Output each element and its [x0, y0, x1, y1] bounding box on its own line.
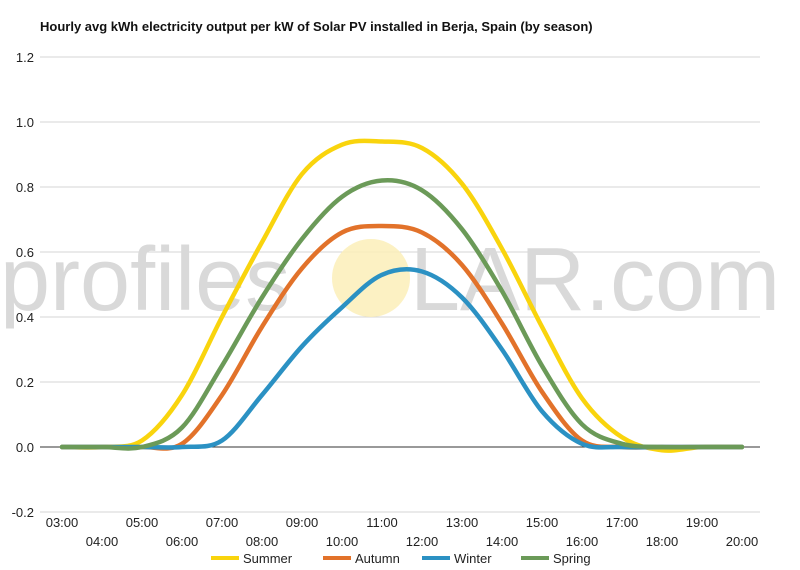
x-tick-label: 17:00 — [606, 515, 639, 530]
y-tick-label: 0.2 — [16, 375, 34, 390]
series-layer — [59, 138, 745, 453]
x-tick-label: 09:00 — [286, 515, 319, 530]
x-tick-label: 06:00 — [166, 534, 199, 549]
legend-label-winter: Winter — [454, 551, 492, 566]
x-tick-label: 11:00 — [366, 515, 398, 530]
legend-label-spring: Spring — [553, 551, 591, 566]
watermark-text-left: profiles — [0, 230, 290, 330]
x-tick-label: 10:00 — [326, 534, 359, 549]
y-tick-label: -0.2 — [12, 505, 34, 520]
legend-label-autumn: Autumn — [355, 551, 400, 566]
x-tick-label: 18:00 — [646, 534, 679, 549]
x-tick-label: 16:00 — [566, 534, 599, 549]
series-line-summer — [59, 138, 745, 453]
chart-title: Hourly avg kWh electricity output per kW… — [40, 19, 593, 34]
legend: Summer Autumn Winter Spring — [211, 551, 591, 566]
x-tick-label: 12:00 — [406, 534, 439, 549]
x-tick-label: 20:00 — [726, 534, 759, 549]
watermark: profiles LAR.com — [0, 230, 780, 330]
y-tick-label: 0.8 — [16, 180, 34, 195]
legend-label-summer: Summer — [243, 551, 293, 566]
x-tick-label: 15:00 — [526, 515, 559, 530]
series-line-spring — [59, 178, 745, 451]
x-tick-label: 07:00 — [206, 515, 239, 530]
x-axis-ticks: 03:00 04:00 05:00 06:00 07:00 08:00 09:00 10:00… — [46, 515, 759, 549]
y-tick-label: 0.4 — [16, 310, 34, 325]
x-tick-label: 14:00 — [486, 534, 519, 549]
x-tick-label: 04:00 — [86, 534, 119, 549]
series-line-winter — [59, 267, 745, 450]
x-tick-label: 03:00 — [46, 515, 79, 530]
x-tick-label: 05:00 — [126, 515, 159, 530]
y-tick-label: 0.6 — [16, 245, 34, 260]
x-tick-label: 19:00 — [686, 515, 719, 530]
y-tick-label: 1.2 — [16, 50, 34, 65]
y-tick-label: 1.0 — [16, 115, 34, 130]
watermark-text-right: LAR.com — [410, 230, 780, 330]
x-tick-label: 13:00 — [446, 515, 479, 530]
x-tick-label: 08:00 — [246, 534, 279, 549]
y-tick-label: 0.0 — [16, 440, 34, 455]
